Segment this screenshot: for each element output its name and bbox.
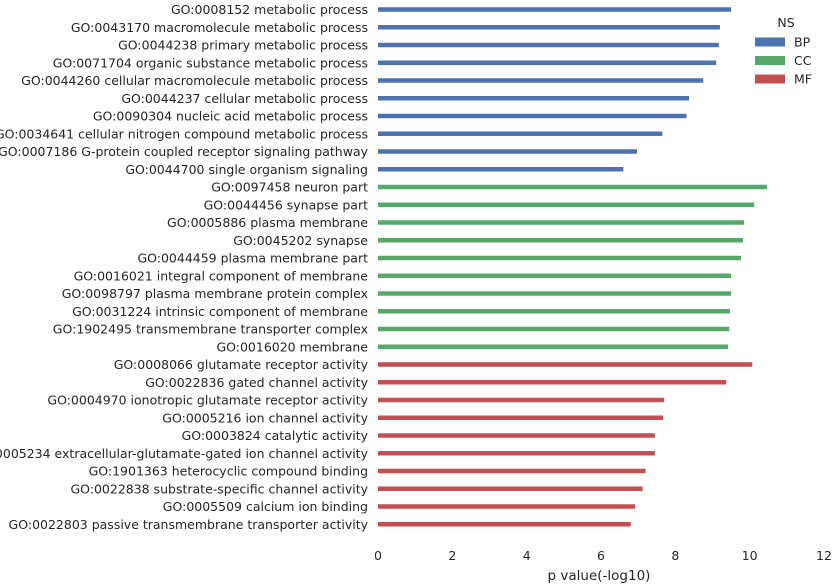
category-label: GO:0005509 calcium ion binding <box>163 499 368 514</box>
category-label: GO:0044459 plasma membrane part <box>137 251 368 266</box>
bar <box>378 486 643 491</box>
category-label: GO:0016020 membrane <box>216 339 368 354</box>
bar <box>378 184 768 190</box>
category-label: GO:0034641 cellular nitrogen compound me… <box>0 126 368 141</box>
category-label: GO:0022803 passive transmembrane transpo… <box>9 517 369 532</box>
bar <box>378 167 624 172</box>
category-label: GO:0090304 nucleic acid metabolic proces… <box>93 109 368 124</box>
category-label: GO:0044260 cellular macromolecule metabo… <box>21 73 368 88</box>
bar <box>378 468 646 474</box>
category-label: GO:0098797 plasma membrane protein compl… <box>62 286 368 301</box>
bar <box>378 397 665 403</box>
bar <box>378 344 729 349</box>
bar <box>378 96 690 101</box>
bar <box>378 113 687 119</box>
category-label: GO:0007186 G-protein coupled receptor si… <box>0 144 369 159</box>
bar <box>378 380 727 385</box>
bar <box>378 291 732 296</box>
bar <box>378 42 719 48</box>
category-label: GO:1902495 transmembrane transporter com… <box>53 322 368 337</box>
x-tick-label: 4 <box>523 548 531 563</box>
bar <box>378 522 631 527</box>
x-tick-label: 2 <box>448 548 456 563</box>
category-label: GO:0031224 intrinsic component of membra… <box>72 304 368 319</box>
legend-swatch <box>755 37 785 47</box>
legend: NS BP CC MF <box>755 15 812 87</box>
bar <box>378 149 638 154</box>
bar <box>378 131 663 136</box>
bar <box>378 504 636 509</box>
category-label: GO:0004970 ionotropic glutamate receptor… <box>47 393 368 408</box>
legend-label: MF <box>794 72 812 87</box>
category-label: GO:0005886 plasma membrane <box>167 215 368 230</box>
bar <box>378 202 755 207</box>
category-label: GO:0045202 synapse <box>233 233 368 248</box>
category-label: GO:0022836 gated channel activity <box>145 375 368 390</box>
bar <box>378 25 720 30</box>
bar <box>378 238 743 243</box>
category-label: GO:0044237 cellular metabolic process <box>121 91 368 106</box>
bar <box>378 220 745 225</box>
category-label: GO:0008152 metabolic process <box>171 2 368 17</box>
bar <box>378 255 742 261</box>
category-label: GO:0071704 organic substance metabolic p… <box>53 55 368 70</box>
legend-swatch <box>755 56 785 65</box>
category-label: GO:0044456 synapse part <box>204 197 368 212</box>
category-label: GO:0016021 integral component of membran… <box>74 268 369 283</box>
x-axis-label: p value(-log10) <box>548 568 651 584</box>
category-label: GO:0044238 primary metabolic process <box>118 38 368 53</box>
category-label: GO:0005234 extracellular-glutamate-gated… <box>0 446 369 461</box>
bar <box>378 362 753 367</box>
legend-label: CC <box>794 53 812 68</box>
x-axis-ticks: 0 2 4 6 8 10 12 <box>374 548 832 563</box>
category-label: GO:0022838 substrate-specific channel ac… <box>70 481 368 496</box>
category-label: GO:0044700 single organism signaling <box>125 162 368 177</box>
legend-swatch <box>755 74 785 84</box>
legend-label: BP <box>794 35 811 50</box>
bar <box>378 309 730 314</box>
category-label: GO:0097458 neuron part <box>211 180 368 195</box>
bar <box>378 7 732 12</box>
bar <box>378 78 704 83</box>
x-tick-label: 8 <box>671 548 679 563</box>
x-tick-label: 12 <box>816 548 832 563</box>
bar <box>378 433 655 438</box>
x-tick-label: 0 <box>374 548 382 563</box>
x-tick-label: 10 <box>742 548 758 563</box>
bars-layer <box>378 7 768 527</box>
legend-title: NS <box>777 15 794 30</box>
category-labels: GO:0008152 metabolic process GO:0043170 m… <box>0 2 369 532</box>
bar <box>378 273 732 278</box>
bar <box>378 451 655 456</box>
x-tick-label: 6 <box>597 548 605 563</box>
category-label: GO:0005216 ion channel activity <box>162 410 368 425</box>
category-label: GO:1901363 heterocyclic compound binding <box>89 464 368 479</box>
category-label: GO:0008066 glutamate receptor activity <box>114 357 369 372</box>
category-label: GO:0043170 macromolecule metabolic proce… <box>71 20 368 35</box>
bar <box>378 415 664 420</box>
bar <box>378 60 717 65</box>
category-label: GO:0003824 catalytic activity <box>182 428 369 443</box>
bar <box>378 326 730 332</box>
